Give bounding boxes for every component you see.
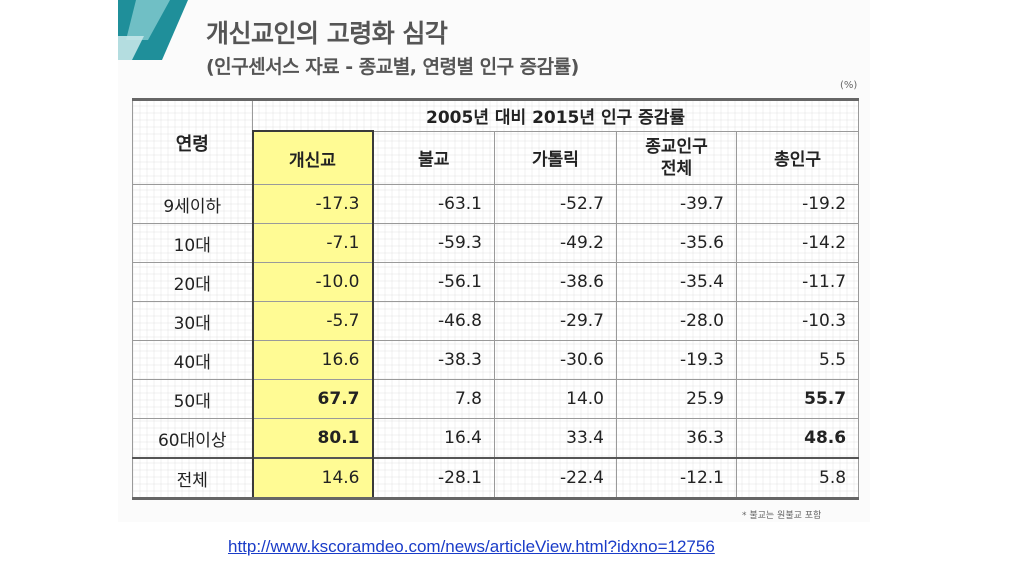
column-header-total-population: 총인구 <box>735 130 860 185</box>
religious-total-label: 종교인구 전체 <box>645 136 708 179</box>
catholic-cell: -38.6 <box>494 262 617 302</box>
total-population-cell: 5.5 <box>735 340 860 380</box>
age-cell: 40대 <box>132 340 253 380</box>
religious-total-cell: -12.1 <box>616 457 737 499</box>
protestant-cell: 14.6 <box>251 457 374 500</box>
protestant-cell: -17.3 <box>251 184 374 224</box>
protestant-cell: 67.7 <box>251 379 374 419</box>
table-subheader-row: 개신교 불교 가톨릭 종교인구 전체 총인구 <box>133 130 860 185</box>
total-population-cell: -10.3 <box>735 301 860 341</box>
total-population-cell: -14.2 <box>735 223 860 263</box>
group-header: 2005년 대비 2015년 인구 증감률 <box>251 99 860 132</box>
table-header-row: 연령 2005년 대비 2015년 인구 증감률 <box>132 99 860 185</box>
age-column-header: 연령 <box>132 99 253 185</box>
buddhism-cell: 7.8 <box>372 379 495 419</box>
page-title: 개신교인의 고령화 심각 <box>206 19 448 48</box>
protestant-cell: -7.1 <box>251 223 374 263</box>
catholic-cell: -29.7 <box>494 301 617 341</box>
buddhism-cell: -38.3 <box>372 340 495 380</box>
religious-total-cell: -19.3 <box>616 340 737 380</box>
column-header-buddhism: 불교 <box>372 130 495 185</box>
total-population-cell: -19.2 <box>735 184 860 224</box>
slide-panel: 개신교인의 고령화 심각 (인구센서스 자료 - 종교별, 연령별 인구 증감률… <box>118 0 870 522</box>
age-cell: 10대 <box>132 223 253 263</box>
religious-total-cell: 36.3 <box>616 418 737 459</box>
age-cell: 20대 <box>132 262 253 302</box>
table-row-total: 전체 14.6 -28.1 -22.4 -12.1 5.8 <box>132 457 860 500</box>
catholic-cell: 14.0 <box>494 379 617 419</box>
age-cell: 30대 <box>132 301 253 341</box>
age-cell: 9세이하 <box>132 184 253 224</box>
catholic-cell: -22.4 <box>494 457 617 499</box>
total-population-cell: 5.8 <box>735 457 860 499</box>
buddhism-cell: -28.1 <box>372 457 495 499</box>
table-row: 20대 -10.0 -56.1 -38.6 -35.4 -11.7 <box>132 262 860 302</box>
catholic-cell: -30.6 <box>494 340 617 380</box>
buddhism-cell: -46.8 <box>372 301 495 341</box>
age-cell: 60대이상 <box>132 418 253 459</box>
protestant-cell: -5.7 <box>251 301 374 341</box>
age-cell: 전체 <box>132 457 253 499</box>
religious-total-cell: -35.6 <box>616 223 737 263</box>
table-row: 9세이하 -17.3 -63.1 -52.7 -39.7 -19.2 <box>132 184 860 224</box>
religious-total-cell: -28.0 <box>616 301 737 341</box>
age-cell: 50대 <box>132 379 253 419</box>
catholic-cell: 33.4 <box>494 418 617 459</box>
total-population-cell: -11.7 <box>735 262 860 302</box>
total-population-cell: 55.7 <box>735 379 860 419</box>
buddhism-cell: -56.1 <box>372 262 495 302</box>
decorative-corner-shape <box>118 0 188 60</box>
source-link[interactable]: http://www.kscoramdeo.com/news/articleVi… <box>228 537 715 556</box>
unit-label: (%) <box>840 80 858 91</box>
religious-total-cell: 25.9 <box>616 379 737 419</box>
protestant-cell: 16.6 <box>251 340 374 380</box>
catholic-cell: -49.2 <box>494 223 617 263</box>
population-change-table: 연령 2005년 대비 2015년 인구 증감률 개신교 불교 가톨릭 종교인구… <box>132 98 860 500</box>
footnote: * 불교는 원불교 포함 <box>742 511 822 521</box>
table-row: 10대 -7.1 -59.3 -49.2 -35.6 -14.2 <box>132 223 860 263</box>
total-population-cell: 48.6 <box>735 418 860 459</box>
table-row: 30대 -5.7 -46.8 -29.7 -28.0 -10.3 <box>132 301 860 341</box>
buddhism-cell: 16.4 <box>372 418 495 459</box>
protestant-cell: -10.0 <box>251 262 374 302</box>
page-subtitle: (인구센서스 자료 - 종교별, 연령별 인구 증감률) <box>206 56 579 78</box>
table-row: 40대 16.6 -38.3 -30.6 -19.3 5.5 <box>132 340 860 380</box>
religious-total-cell: -35.4 <box>616 262 737 302</box>
buddhism-cell: -63.1 <box>372 184 495 224</box>
protestant-cell: 80.1 <box>251 418 374 459</box>
table-row: 60대이상 80.1 16.4 33.4 36.3 48.6 <box>132 418 860 459</box>
column-header-catholic: 가톨릭 <box>494 130 617 185</box>
religious-total-cell: -39.7 <box>616 184 737 224</box>
column-header-protestant: 개신교 <box>251 130 374 185</box>
buddhism-cell: -59.3 <box>372 223 495 263</box>
catholic-cell: -52.7 <box>494 184 617 224</box>
table-row: 50대 67.7 7.8 14.0 25.9 55.7 <box>132 379 860 419</box>
column-header-religious-total: 종교인구 전체 <box>616 130 737 185</box>
